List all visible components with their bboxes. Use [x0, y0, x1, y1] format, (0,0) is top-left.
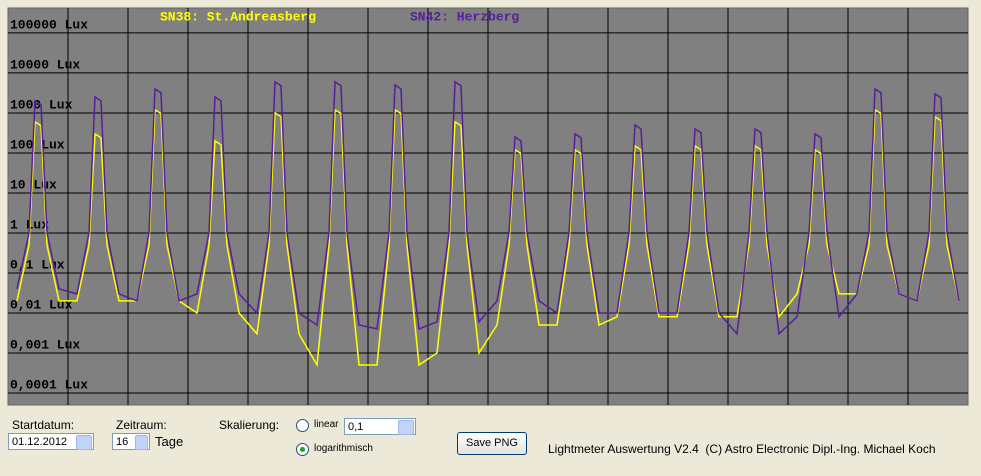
- radio-linear[interactable]: [296, 419, 309, 432]
- radio-log[interactable]: [296, 443, 309, 456]
- y-tick-label: 100000 Lux: [10, 17, 88, 32]
- zeitraum-spinner[interactable]: 16: [112, 433, 150, 450]
- save-png-button[interactable]: Save PNG: [457, 432, 527, 455]
- linear-factor-value: 0,1: [348, 421, 364, 433]
- linear-factor-select[interactable]: 0,1: [344, 418, 416, 435]
- spin-buttons[interactable]: [135, 435, 148, 450]
- series-line: [16, 80, 960, 336]
- y-tick-label: 10000 Lux: [10, 57, 80, 72]
- y-tick-label: 0,01 Lux: [10, 297, 73, 312]
- legend-entry: SN38: St.Andreasberg: [160, 9, 316, 24]
- footer: Lightmeter Auswertung V2.4 (C) Astro Ele…: [548, 442, 936, 456]
- y-tick-label: 100 Lux: [10, 137, 65, 152]
- startdatum-value: 01.12.2012: [12, 436, 68, 448]
- zeitraum-label: Zeitraum:: [116, 418, 167, 432]
- radio-dot: [300, 447, 305, 452]
- y-tick-label: 0,1 Lux: [10, 257, 65, 272]
- linear-label: linear: [314, 419, 339, 430]
- y-tick-label: 0,001 Lux: [10, 337, 80, 352]
- dropdown-arrow[interactable]: [76, 435, 92, 450]
- startdatum-label: Startdatum:: [12, 418, 75, 432]
- legend-entry: SN42: Herzberg: [410, 9, 519, 24]
- log-label: logarithmisch: [314, 443, 373, 454]
- startdatum-select[interactable]: 01.12.2012: [8, 433, 94, 450]
- skalierung-label: Skalierung:: [219, 418, 280, 432]
- y-tick-label: 0,0001 Lux: [10, 377, 88, 392]
- dropdown-arrow[interactable]: [398, 420, 414, 435]
- zeitraum-value: 16: [116, 436, 129, 448]
- y-tick-label: 10 Lux: [10, 177, 57, 192]
- zeitraum-unit: Tage: [155, 434, 184, 449]
